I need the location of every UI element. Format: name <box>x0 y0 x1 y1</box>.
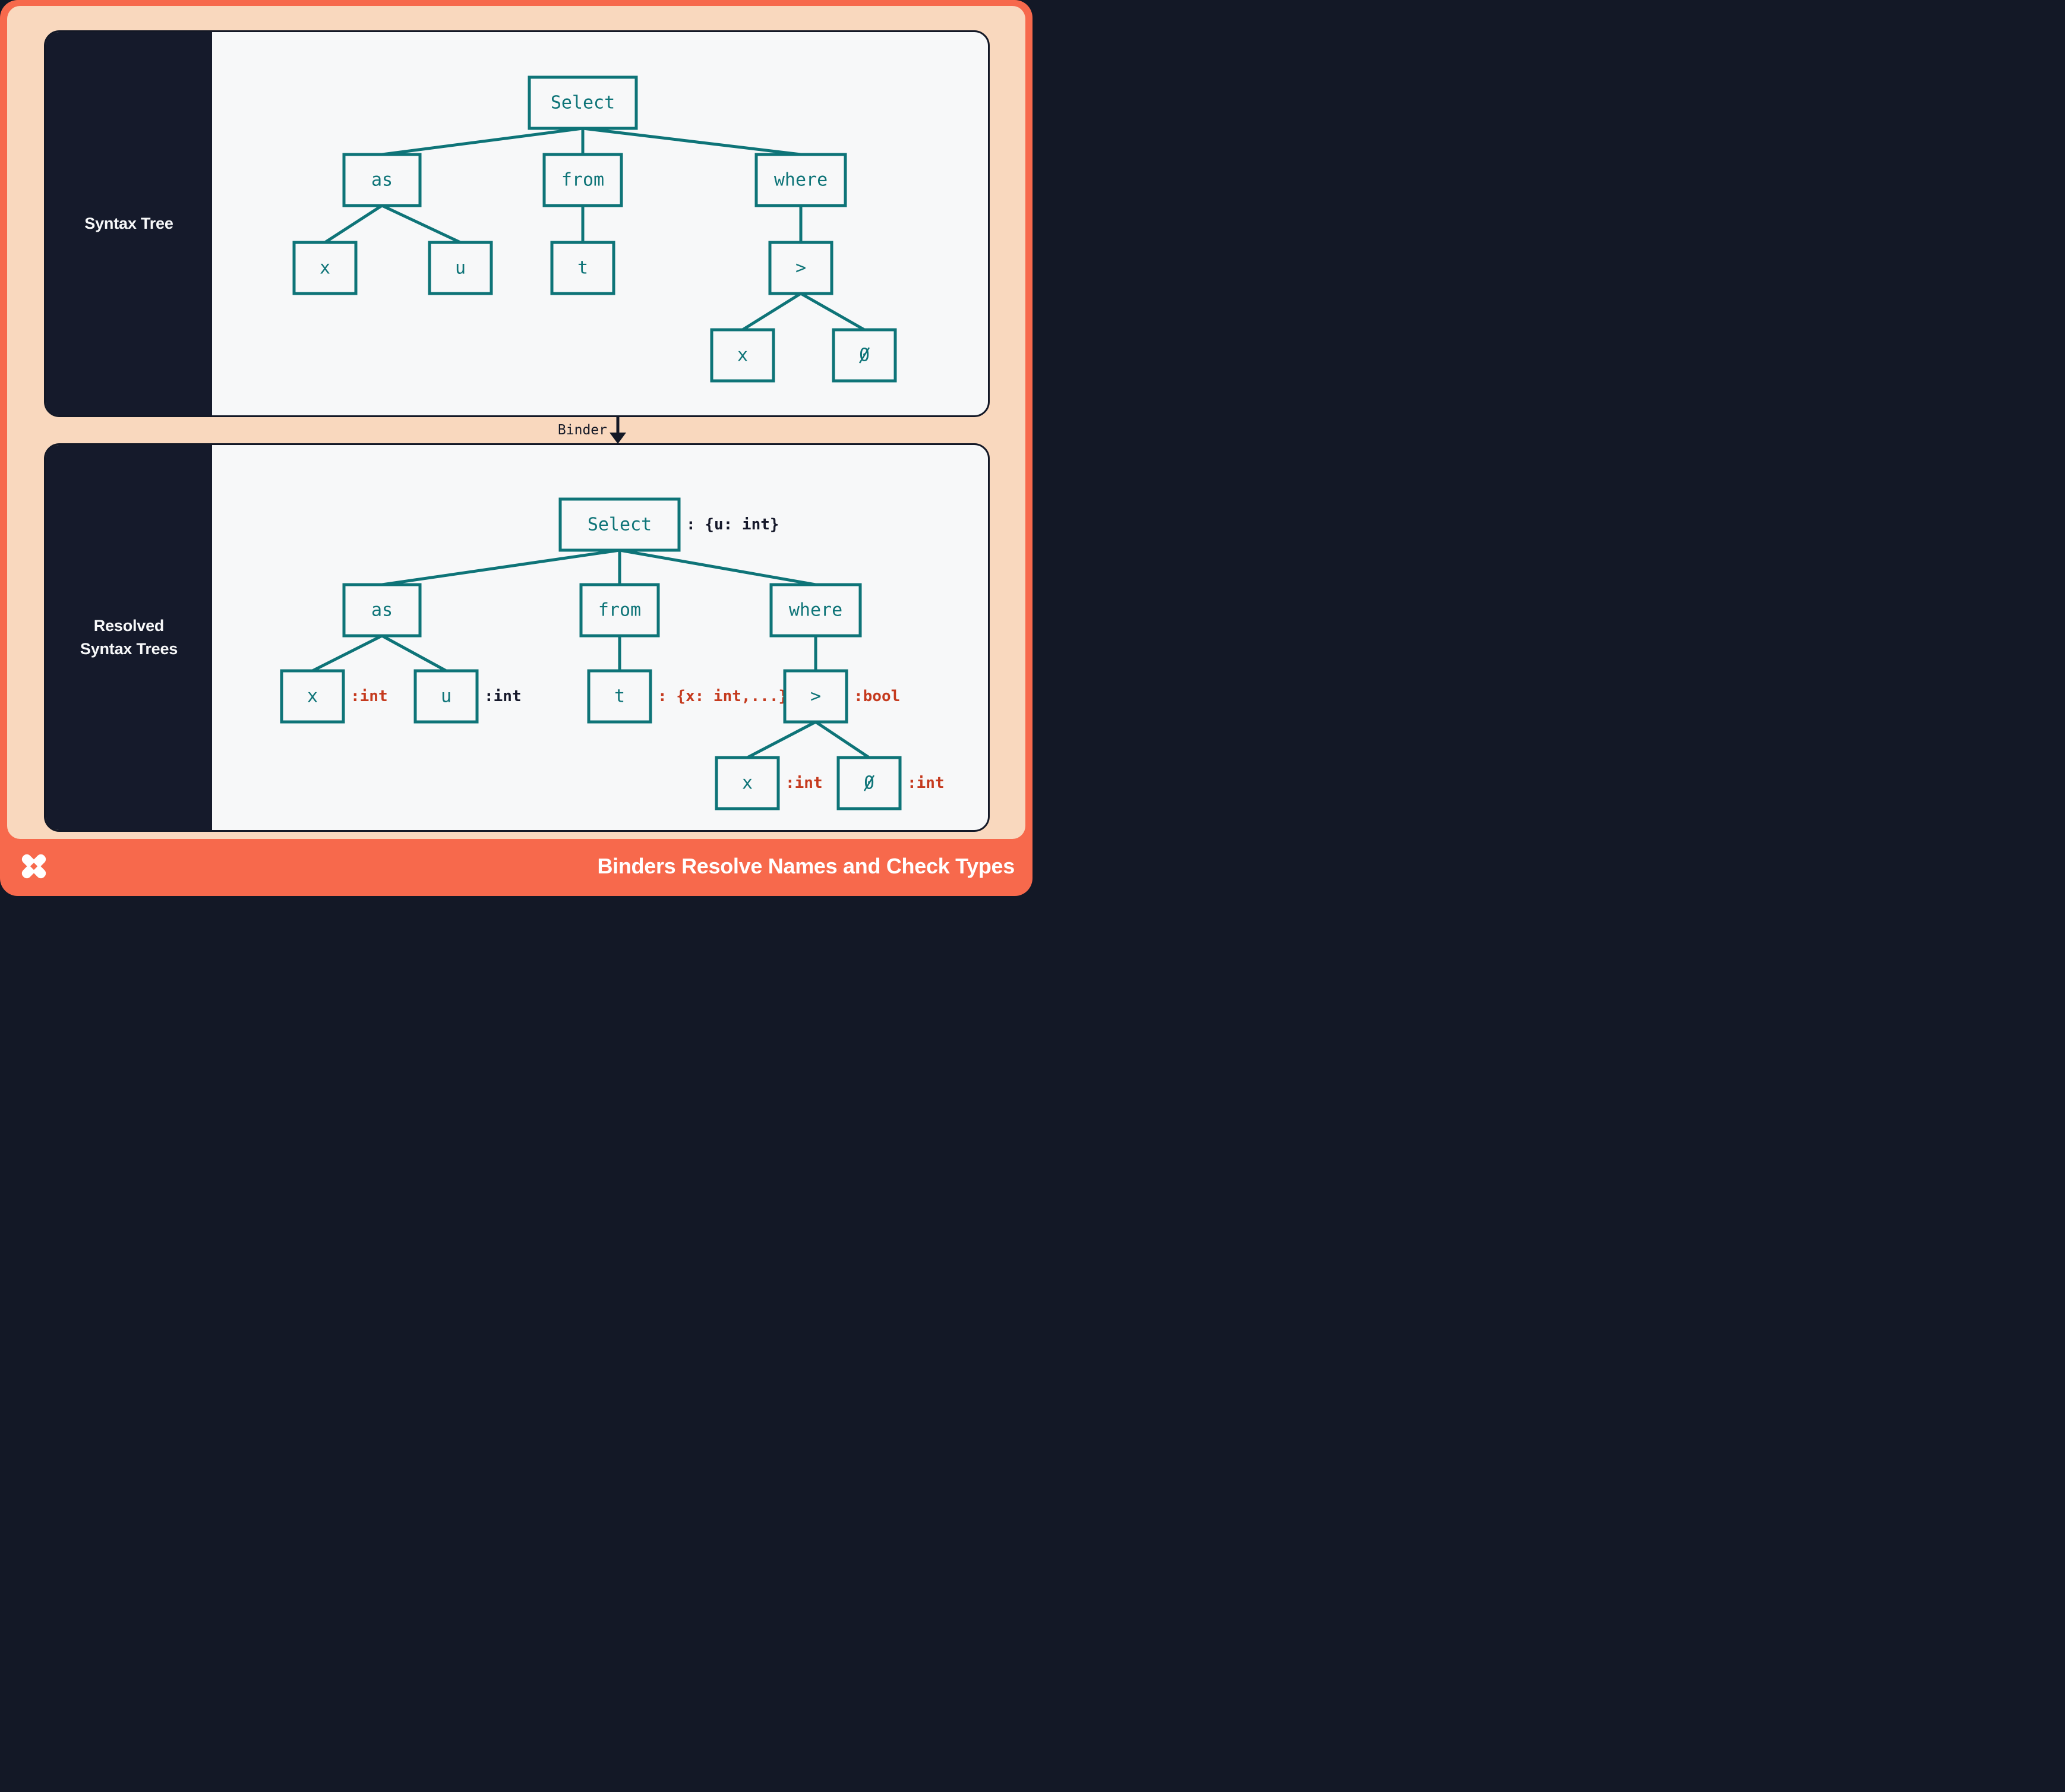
tree-node-x: x :int <box>280 669 388 724</box>
tree-edge <box>800 292 866 332</box>
tree-node-as: as <box>342 153 422 207</box>
tree-node-box <box>280 669 345 724</box>
type-annotation: :bool <box>854 687 900 705</box>
tree-node-box <box>832 328 897 383</box>
tree-node-label: x <box>742 773 753 794</box>
type-annotation: : {u: int} <box>686 516 779 534</box>
tree-edge <box>324 204 383 244</box>
tree-node-label: t <box>614 686 625 707</box>
tree-node-box <box>768 241 833 295</box>
tree-edge <box>381 127 583 156</box>
tree-node-label: x <box>737 345 748 366</box>
tree-node-label: x <box>307 686 318 707</box>
tree-node-label: where <box>774 170 828 191</box>
tree-node-u: u <box>428 241 493 295</box>
tree-node-gt: > <box>768 241 833 295</box>
tree-node-zero: 0:int <box>836 756 945 810</box>
tree-edge <box>582 127 801 156</box>
tree-node-box <box>428 241 493 295</box>
tree-node-box <box>579 583 660 638</box>
tree-node-select: Select <box>528 75 638 130</box>
tree-edge <box>746 720 817 759</box>
type-annotation: :int <box>351 687 388 705</box>
tree-node-label: > <box>795 258 806 279</box>
tree-node-box <box>715 756 780 810</box>
tree-node-label: t <box>577 258 588 279</box>
tree-node-gt: > :bool <box>783 669 900 724</box>
tree-edge <box>311 634 383 673</box>
tree-node-as: as <box>342 583 422 638</box>
tree-node-select: Select : {u: int} <box>558 497 779 552</box>
tree-node-box <box>292 241 358 295</box>
tree-node-box <box>342 153 422 207</box>
tree-edge <box>814 720 870 759</box>
tree-node-x: x <box>292 241 358 295</box>
tree-edge <box>381 634 447 673</box>
panel-resolved-syntax-trees: Select : {u: int} as from where x :int u :int t : … <box>44 443 990 832</box>
resolved-syntax-trees-sidebar: Resolved Syntax Trees <box>46 445 212 830</box>
binder-arrow-head-icon <box>610 433 626 444</box>
slashed-zero-stroke <box>863 775 875 791</box>
pinwheel-x-logo <box>21 854 46 879</box>
type-annotation: :int <box>907 774 945 792</box>
tree-node-label: as <box>371 600 393 621</box>
tree-node-label: u <box>455 258 466 279</box>
sidebar-label-line: Resolved <box>93 617 165 635</box>
tree-node-label: Select <box>588 515 652 535</box>
type-annotation: :int <box>785 774 823 792</box>
tree-edge <box>619 548 816 586</box>
tree-node-box <box>542 153 623 207</box>
tree-node-label: as <box>371 170 393 191</box>
syntax-tree-diagram: Select as from where x u t > x 0 <box>292 75 897 383</box>
tree-node-box <box>413 669 479 724</box>
tree-node-where: where <box>769 583 862 638</box>
tree-node-t: t <box>550 241 615 295</box>
tree-node-box <box>528 75 638 130</box>
resolved-syntax-tree-diagram: Select : {u: int} as from where x :int u :int t : … <box>280 497 945 810</box>
slashed-zero-stroke <box>858 347 870 364</box>
tree-node-from: from <box>542 153 623 207</box>
tree-node-label: > <box>810 686 821 707</box>
tree-node-box <box>710 328 775 383</box>
tree-node-box <box>342 583 422 638</box>
tree-node-label: from <box>598 600 641 621</box>
syntax-tree-sidebar-label: Syntax Tree <box>84 212 173 235</box>
tree-node-box <box>754 153 847 207</box>
infographic-root: Select as from where x u t > x 0 Syntax Tree Bind… <box>0 0 1032 896</box>
footer-title: Binders Resolve Names and Check Types <box>597 854 1015 878</box>
binder-connector: Binder <box>558 417 626 444</box>
sidebar-label-line: Syntax Tree <box>84 214 173 232</box>
tree-node-where: where <box>754 153 847 207</box>
tree-node-x2: x <box>710 328 775 383</box>
syntax-tree-sidebar: Syntax Tree <box>46 32 212 415</box>
tree-node-zero: 0 <box>832 328 897 383</box>
tree-node-x2: x :int <box>715 756 823 810</box>
tree-node-label: u <box>441 686 451 707</box>
tree-node-box <box>769 583 862 638</box>
tree-node-from: from <box>579 583 660 638</box>
type-annotation: : {x: int,...} <box>658 687 788 705</box>
tree-node-t: t : {x: int,...} <box>587 669 788 724</box>
tree-node-label: x <box>320 258 330 279</box>
tree-edge <box>741 292 802 332</box>
panel-syntax-tree: Select as from where x u t > x 0 Syntax Tree <box>44 30 990 417</box>
tree-node-label: where <box>789 600 842 621</box>
tree-node-box <box>587 669 652 724</box>
tree-node-label: from <box>561 170 604 191</box>
footer-bar: Binders Resolve Names and Check Types <box>0 839 1032 894</box>
tree-node-u: u :int <box>413 669 522 724</box>
tree-node-box <box>783 669 848 724</box>
tree-node-box <box>558 497 681 552</box>
tree-edge <box>381 204 462 244</box>
resolved-syntax-trees-sidebar-label: Resolved Syntax Trees <box>80 614 178 661</box>
tree-node-box <box>550 241 615 295</box>
tree-node-label: Select <box>551 93 615 113</box>
sidebar-label-line: Syntax Trees <box>80 640 178 658</box>
tree-edge <box>381 548 620 586</box>
type-annotation: :int <box>484 687 522 705</box>
binder-label: Binder <box>558 422 607 438</box>
